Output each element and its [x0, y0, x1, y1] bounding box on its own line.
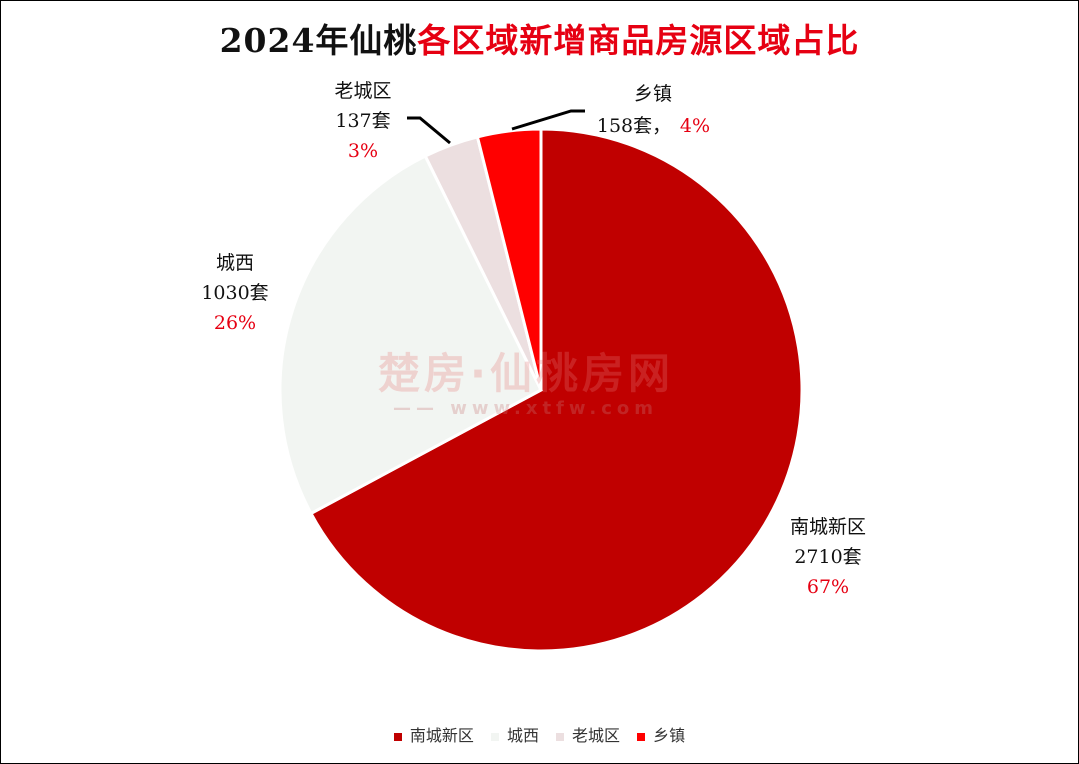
legend-label-oldcity: 老城区 — [572, 726, 621, 745]
legend-label-chengxi: 城西 — [506, 726, 539, 745]
legend-item-oldcity[interactable]: 老城区 — [556, 722, 620, 746]
label-township-name: 乡镇 — [634, 83, 672, 105]
legend-item-nancheng[interactable]: 南城新区 — [393, 722, 474, 746]
slice-township[interactable] — [475, 127, 543, 391]
label-township-units: 158套， — [597, 115, 671, 137]
label-chengxi-units: 1030套 — [201, 282, 268, 304]
leader-line-old-city — [407, 116, 451, 145]
legend-label-nancheng: 南城新区 — [409, 726, 474, 745]
label-nancheng-name: 南城新区 — [790, 516, 866, 538]
chart-title: 2024年仙桃各区域新增商品房源区域占比 — [0, 14, 1079, 62]
label-oldcity-percent: 3% — [348, 140, 378, 162]
legend-item-chengxi[interactable]: 城西 — [490, 722, 539, 746]
slice-chengxi[interactable] — [278, 154, 543, 516]
legend-swatch-chengxi — [490, 732, 499, 741]
chart-title-part2: 各区域新增商品房源区域占比 — [417, 21, 860, 60]
chart-legend: 南城新区 城西 老城区 乡镇 — [0, 722, 1079, 746]
leader-line-township — [511, 109, 585, 131]
label-township-percent: 4% — [680, 115, 710, 137]
watermark-logo: 楚房·仙桃房网 — [378, 349, 674, 398]
label-nancheng-percent: 67% — [807, 576, 849, 598]
data-labels: 南城新区 2710套 67% 城西 1030套 26% 老城区 137套 3% … — [201, 80, 866, 598]
slice-nancheng[interactable] — [308, 127, 804, 653]
legend-item-township[interactable]: 乡镇 — [637, 722, 685, 746]
chart-title-part1: 2024年仙桃 — [219, 21, 418, 60]
legend-swatch-oldcity — [556, 732, 565, 741]
legend-swatch-nancheng — [393, 732, 402, 741]
label-chengxi-percent: 26% — [214, 312, 256, 334]
label-chengxi-name: 城西 — [216, 252, 254, 274]
leader-lines — [407, 109, 585, 145]
label-nancheng-units: 2710套 — [794, 546, 861, 568]
legend-swatch-township — [637, 732, 646, 741]
label-oldcity-units: 137套 — [335, 110, 390, 132]
pie-slices — [278, 127, 804, 653]
watermark-url: —— www.xtfw.com — [393, 398, 658, 419]
legend-label-township: 乡镇 — [653, 726, 686, 745]
label-oldcity-name: 老城区 — [334, 80, 391, 102]
